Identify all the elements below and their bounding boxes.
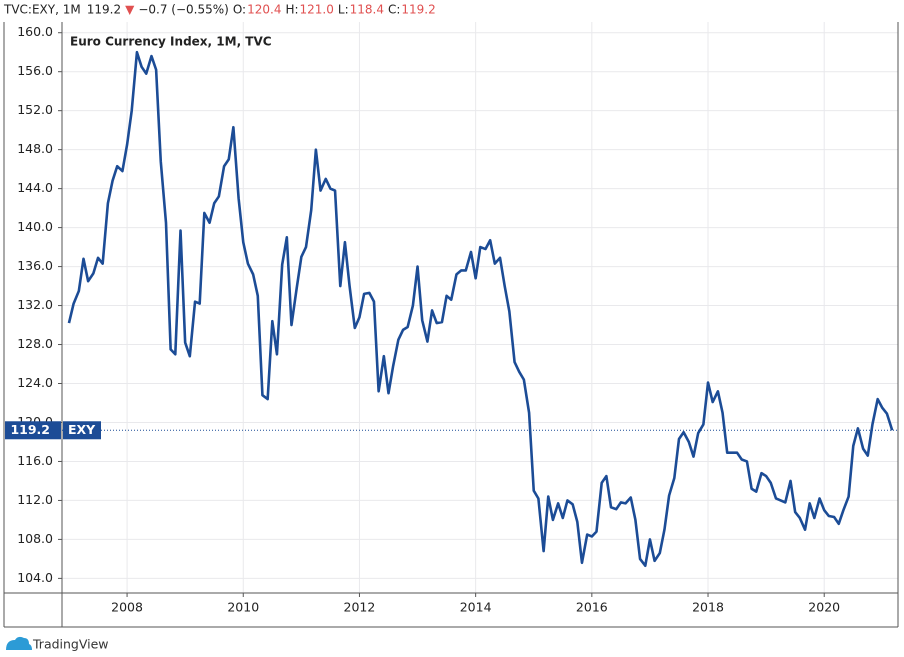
y-tick-label: 144.0: [17, 180, 53, 195]
symbol: TVC:EXY, 1M: [3, 3, 81, 17]
price-line: [67, 50, 894, 568]
x-tick-label: 2008: [111, 600, 143, 615]
y-tick-label: 128.0: [17, 336, 53, 351]
y-tick-label: 156.0: [17, 63, 53, 78]
ohlc-label: H:: [285, 3, 298, 17]
ohlc-value: 118.4: [350, 3, 384, 17]
brand: TradingView: [6, 637, 109, 652]
series-name-box: [63, 421, 101, 440]
x-tick-label: 2010: [227, 600, 259, 615]
chart-title: Euro Currency Index, 1M, TVC: [70, 35, 272, 49]
last-price: 119.2: [87, 3, 121, 17]
x-tick-label: 2020: [808, 600, 840, 615]
x-tick-label: 2018: [692, 600, 724, 615]
y-tick-label: 160.0: [17, 24, 53, 39]
last-price-box: [5, 421, 61, 440]
grid: [58, 22, 898, 597]
y-tick-label: 108.0: [17, 531, 53, 546]
header: TVC:EXY, 1M 119.2 ▼ −0.7 (−0.55%) O: 120.…: [3, 3, 436, 17]
y-tick-label: 136.0: [17, 258, 53, 273]
ohlc-value: 121.0: [300, 3, 334, 17]
frame: [3, 22, 899, 628]
ohlc-value: 120.4: [247, 3, 281, 17]
last-price-label: 119.2: [10, 422, 50, 437]
series-name: EXY: [68, 422, 96, 437]
labels: 104.0108.0112.0116.0120.0124.0128.0132.0…: [5, 24, 840, 615]
change: −0.7 (−0.55%): [138, 3, 229, 17]
y-tick-label: 112.0: [17, 492, 53, 507]
ohlc-label: L:: [338, 3, 349, 17]
y-tick-label: 116.0: [17, 453, 53, 468]
x-tick-label: 2014: [460, 600, 492, 615]
plot: [62, 50, 898, 568]
brand-logo: [6, 636, 32, 650]
y-tick-label: 132.0: [17, 297, 53, 312]
x-tick-label: 2016: [576, 600, 608, 615]
ohlc-label: C:: [388, 3, 400, 17]
y-tick-label: 140.0: [17, 219, 53, 234]
y-tick-label: 104.0: [17, 570, 53, 585]
brand-name: TradingView: [32, 637, 109, 652]
y-tick-label: 152.0: [17, 102, 53, 117]
y-tick-label: 124.0: [17, 375, 53, 390]
x-tick-label: 2012: [344, 600, 376, 615]
ohlc-label: O:: [233, 3, 246, 17]
change-arrow: ▼: [125, 3, 135, 17]
ohlc-value: 119.2: [401, 3, 435, 17]
y-tick-label: 148.0: [17, 141, 53, 156]
